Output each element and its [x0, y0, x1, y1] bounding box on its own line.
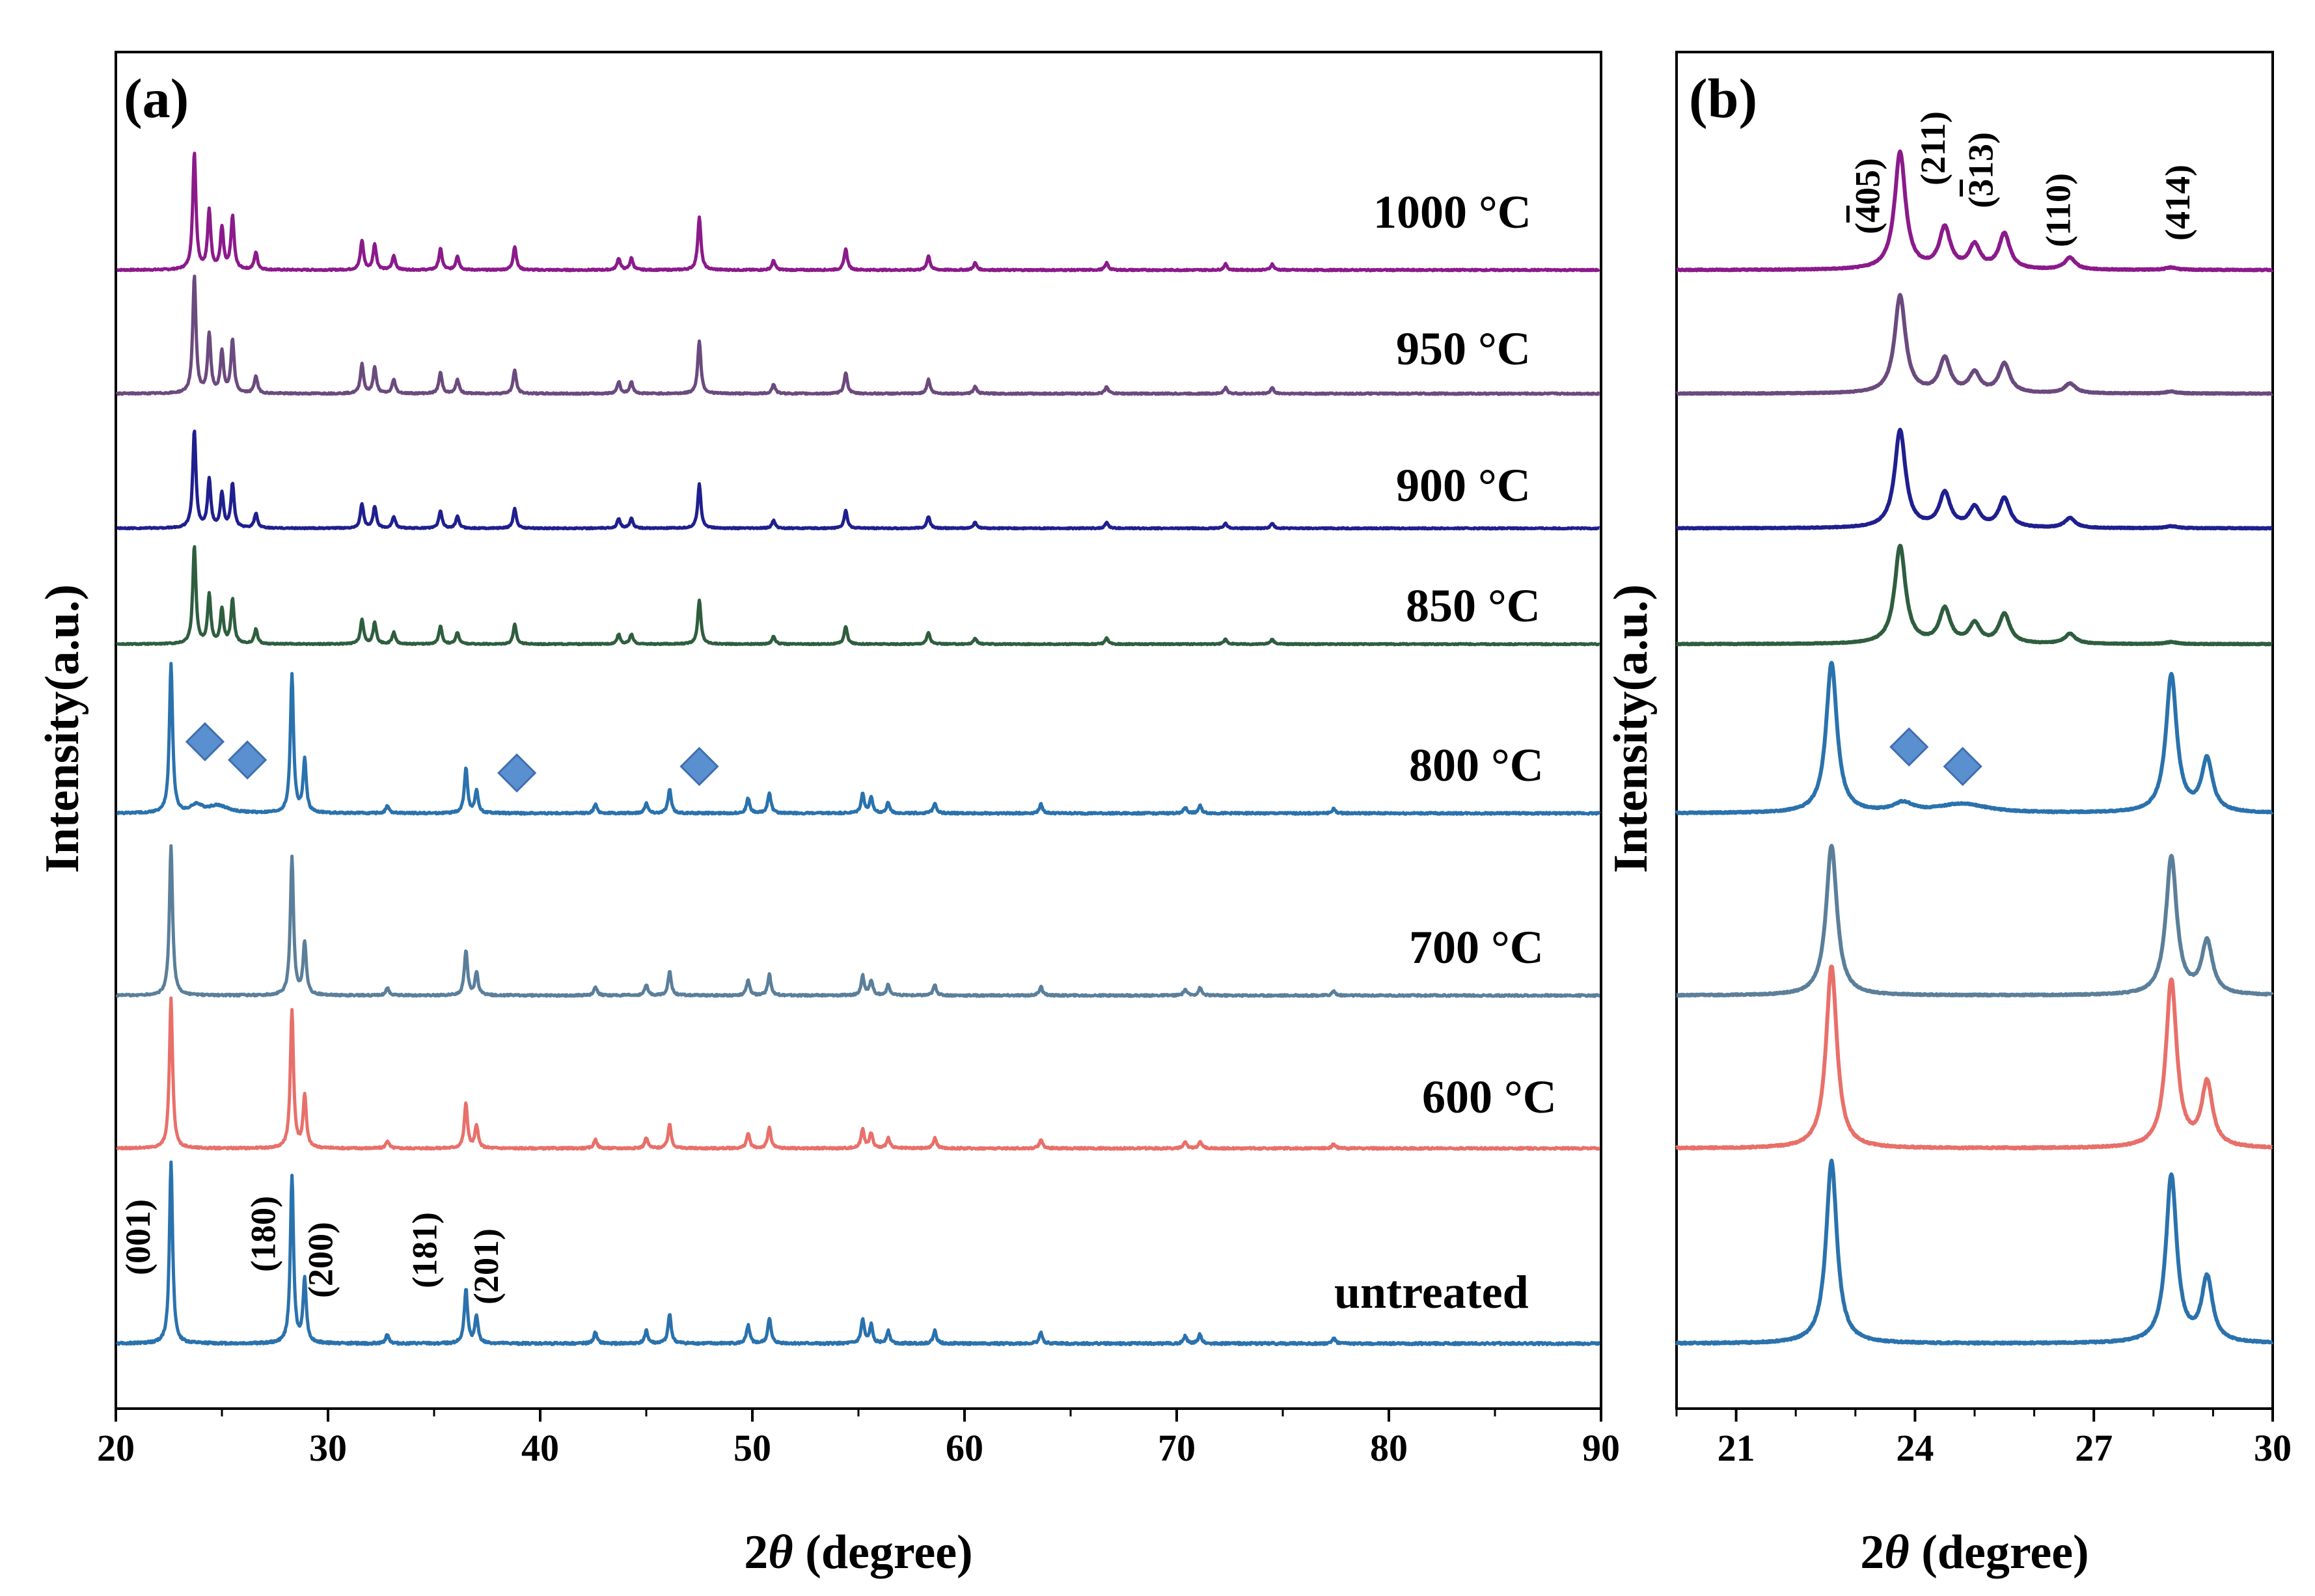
panel-a-x-axis: 20 30 40 50 60 70 80 90: [97, 1409, 1620, 1469]
hkl-label-b-0: (405): [1846, 158, 1887, 234]
x-a-tick-label-3: 50: [733, 1427, 771, 1469]
hkl-label-b-3: (110): [2039, 173, 2078, 247]
panel-b-markers: [1889, 727, 1982, 787]
x-a-tick-label-1: 30: [309, 1427, 347, 1469]
diamond-marker-a-0: [185, 722, 225, 762]
hkl-label-b-2: (313): [1960, 132, 2001, 208]
panel-b-x-axis-title: 2θ (degree): [1860, 1526, 2089, 1579]
diamond-marker-b-1: [1943, 746, 1982, 787]
panel-b-x-axis: 21 24 27 30: [1675, 1409, 2292, 1469]
hkl-label-a-1: (180): [244, 1196, 283, 1272]
trace-a-2: [116, 429, 1600, 531]
series-label-0: 1000 °C: [1373, 186, 1531, 238]
panel-b-label: (b): [1689, 67, 1757, 129]
hkl-label-b-text-0: (405): [1848, 158, 1887, 234]
diamond-marker-a-1: [227, 740, 267, 780]
trace-b-7: [1675, 1158, 2274, 1346]
panel-b-traces: [1675, 149, 2274, 1346]
trace-b-5: [1675, 843, 2274, 998]
series-label-4: 800 °C: [1409, 739, 1544, 791]
hkl-label-a-0: (001): [118, 1199, 158, 1275]
diamond-marker-a-3: [679, 746, 719, 787]
hkl-label-a-4: (201): [467, 1228, 506, 1305]
hkl-label-b-text-2: (313): [1962, 132, 2001, 208]
trace-b-1: [1675, 293, 2274, 396]
panel-a-frame: [115, 51, 1602, 1410]
hkl-label-b-text-1: (211): [1913, 111, 1952, 185]
x-a-tick-label-5: 70: [1158, 1427, 1196, 1469]
trace-b-2: [1675, 427, 2274, 531]
x-a-tick-label-7: 90: [1582, 1427, 1620, 1469]
x-b-tick-label-3: 30: [2254, 1427, 2292, 1469]
trace-a-3: [116, 545, 1600, 647]
trace-b-0: [1675, 149, 2274, 273]
trace-b-3: [1675, 543, 2274, 647]
trace-a-0: [116, 152, 1600, 273]
x-a-tick-label-0: 20: [97, 1427, 135, 1469]
series-label-3: 850 °C: [1406, 580, 1541, 632]
hkl-label-a-2: (200): [301, 1222, 340, 1298]
x-b-tick-label-2: 27: [2075, 1427, 2113, 1469]
panel-a-labels: 1000 °C 950 °C 900 °C 850 °C 800 °C 700 °C 600…: [118, 186, 1557, 1318]
x-a-tick-label-6: 80: [1370, 1427, 1408, 1469]
diamond-marker-a-2: [497, 753, 537, 793]
panel-a-traces: [115, 152, 1601, 1347]
series-label-2: 900 °C: [1396, 459, 1531, 511]
trace-a-7: [116, 1160, 1600, 1347]
trace-a-4: [116, 662, 1601, 816]
series-label-7: untreated: [1334, 1266, 1529, 1318]
trace-b-4: [1675, 660, 2274, 816]
panel-b-labels: (405) (211) (313) (110) (414): [1846, 111, 2197, 247]
hkl-label-a-3: (181): [405, 1212, 444, 1288]
panel-a-x-axis-title: 2θ (degree): [744, 1526, 972, 1579]
diamond-marker-b-0: [1889, 727, 1929, 767]
hkl-label-b-text-3: (110): [2039, 173, 2078, 247]
series-label-5: 700 °C: [1409, 921, 1544, 973]
x-b-tick-label-0: 21: [1718, 1427, 1755, 1469]
series-label-1: 950 °C: [1396, 323, 1531, 375]
panel-b-frame: [1675, 51, 2274, 1410]
x-a-tick-label-2: 40: [521, 1427, 559, 1469]
panel-b-y-axis-title: Intensity(a.u.): [1604, 584, 1658, 873]
panel-a-label: (a): [124, 67, 189, 129]
x-a-tick-label-4: 60: [946, 1427, 983, 1469]
trace-a-1: [115, 275, 1600, 396]
hkl-label-b-text-4: (414): [2158, 165, 2197, 241]
panel-a-markers: [185, 722, 719, 793]
trace-a-6: [116, 996, 1600, 1151]
hkl-label-b-4: (414): [2158, 165, 2197, 241]
hkl-label-b-1: (211): [1913, 111, 1952, 185]
trace-b-6: [1675, 964, 2274, 1151]
panel-a-y-axis-title: Intensity(a.u.): [36, 584, 89, 873]
series-label-6: 600 °C: [1422, 1071, 1557, 1123]
x-b-tick-label-1: 24: [1896, 1427, 1934, 1469]
trace-a-5: [115, 844, 1600, 998]
